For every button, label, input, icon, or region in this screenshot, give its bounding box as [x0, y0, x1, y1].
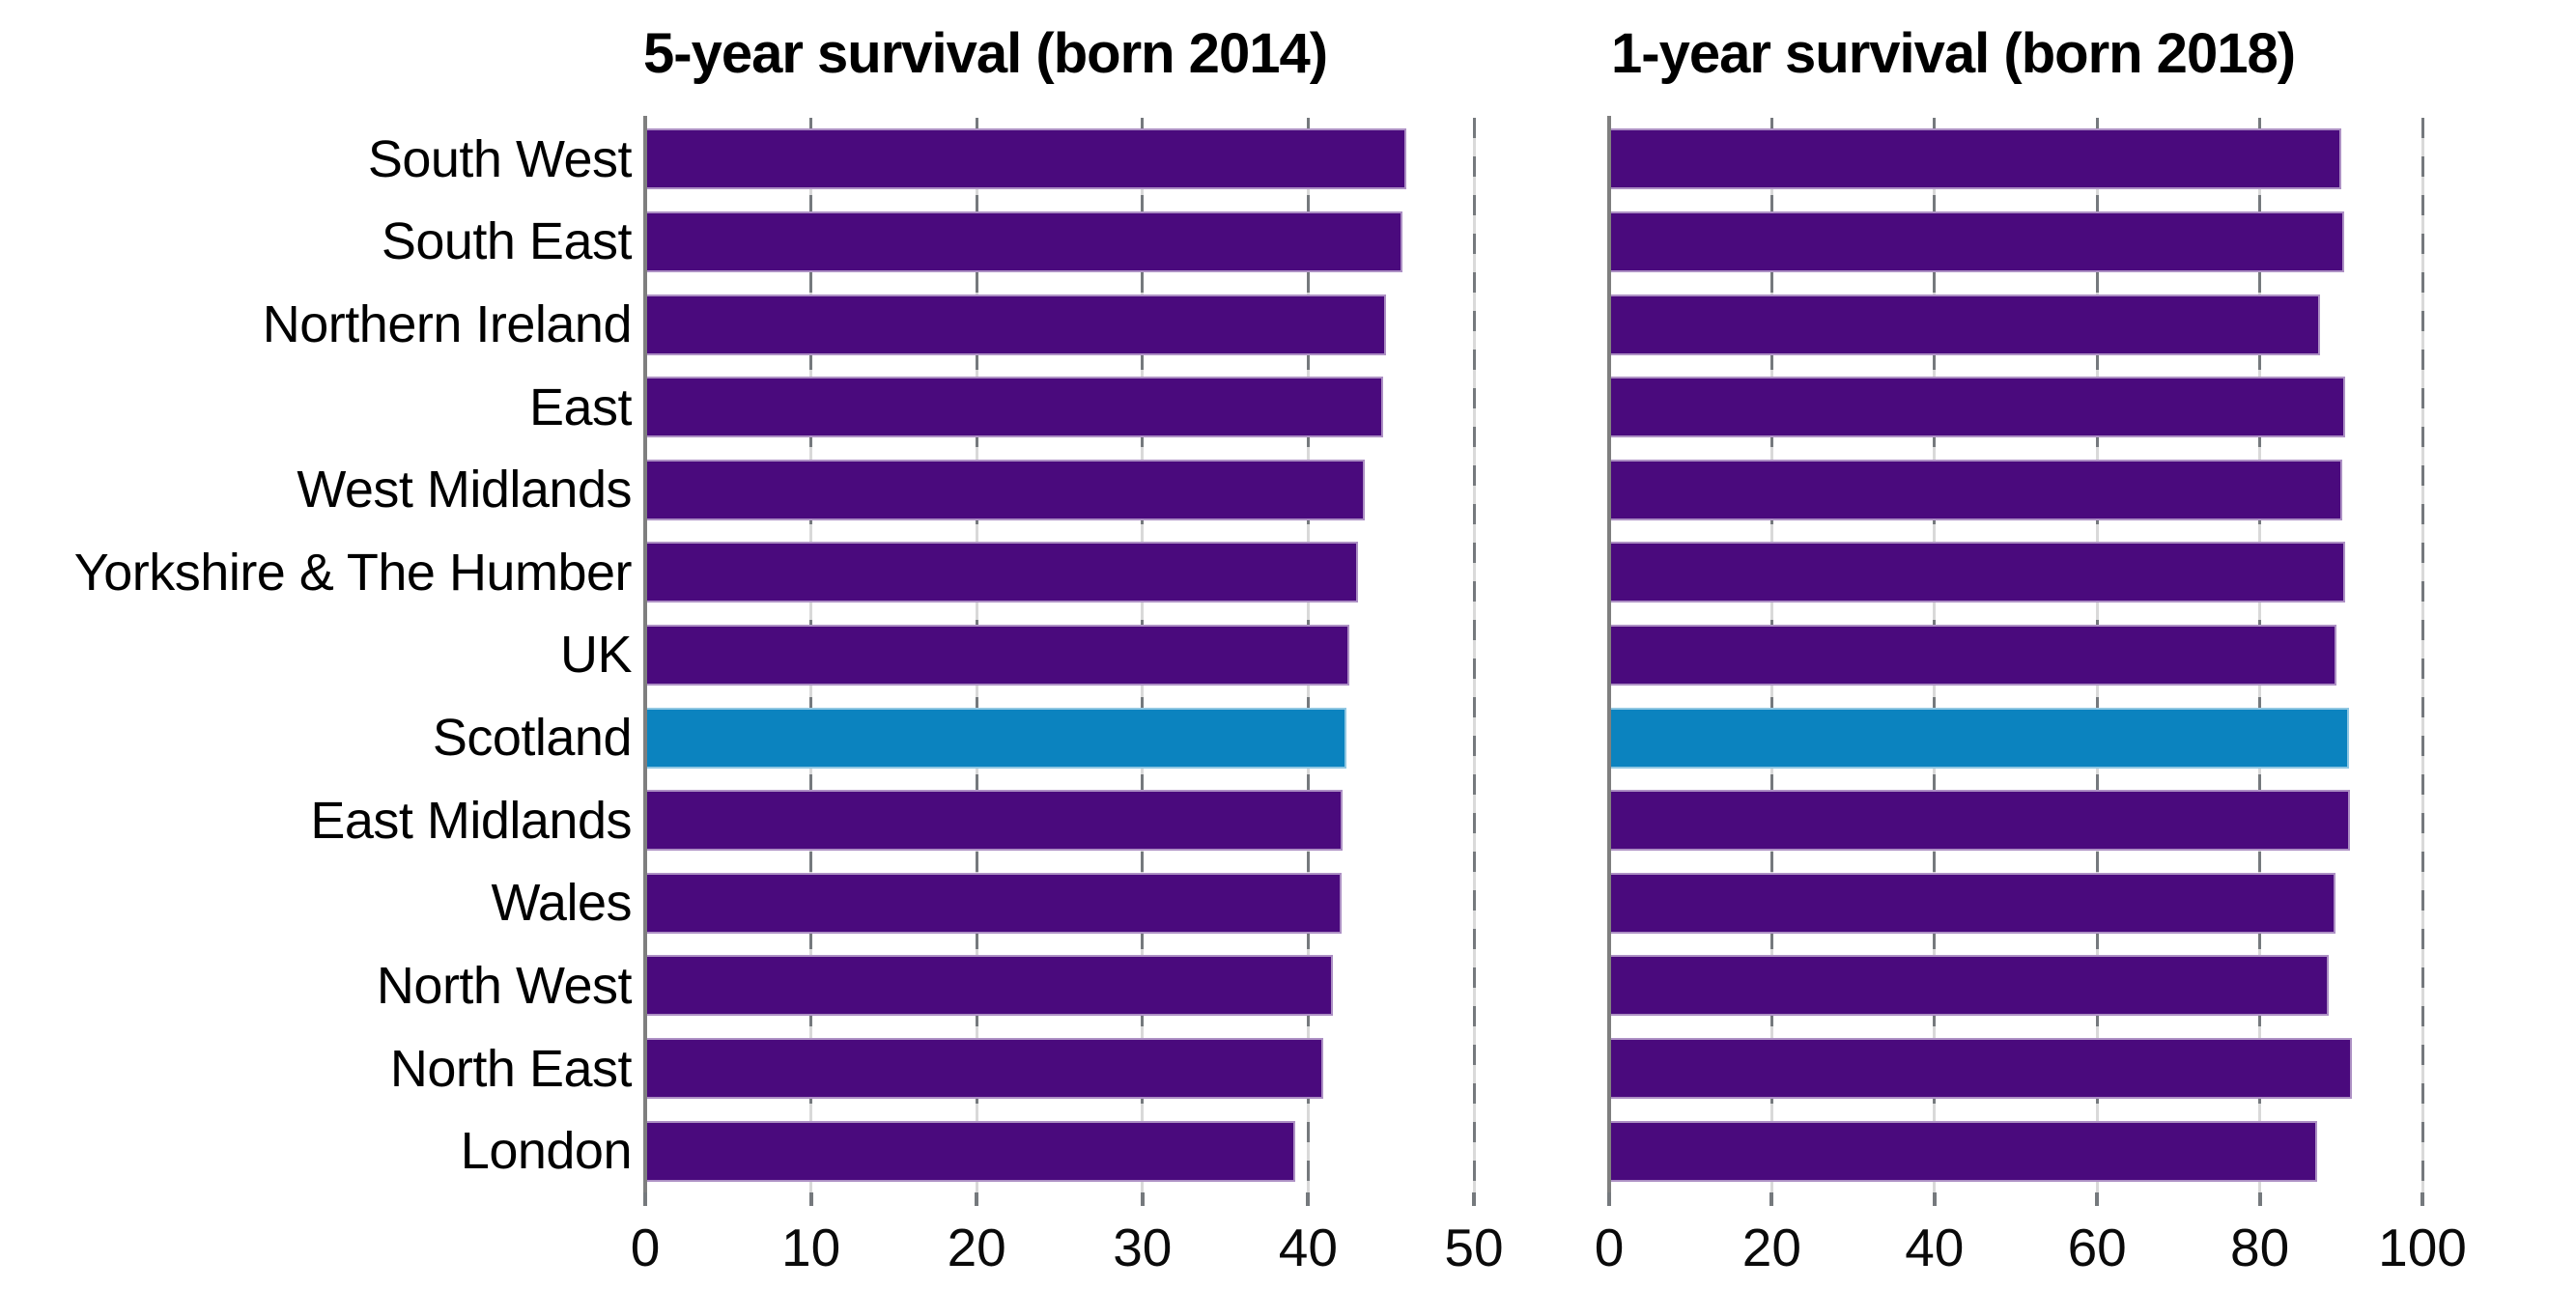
category-label-uk: UK: [559, 626, 633, 685]
axis-tick-10: [808, 1192, 813, 1206]
y-axis-line: [643, 116, 647, 1206]
tick-label-0: 0: [1594, 1218, 1625, 1277]
axis-tick-60: [2095, 1192, 2100, 1206]
axis-tick-30: [1140, 1192, 1145, 1206]
category-label-south-east: South East: [381, 212, 633, 271]
bar-north-east: [645, 1038, 1323, 1100]
chart-title-left: 5-year survival (born 2014): [643, 22, 1328, 85]
bar-west-midlands: [1609, 459, 2343, 520]
category-label-north-east: North East: [389, 1039, 633, 1098]
axis-tick-80: [2257, 1192, 2262, 1206]
bar-wales: [1609, 872, 2335, 934]
bar-wales: [645, 872, 1342, 934]
y-axis-line: [1607, 116, 1611, 1206]
bar-scotland: [645, 707, 1346, 769]
category-label-east: East: [528, 378, 633, 436]
bar-northern-ireland: [1609, 294, 2320, 355]
bar-east-midlands: [645, 790, 1344, 852]
bar-north-east: [1609, 1038, 2352, 1100]
tick-label-0: 0: [630, 1218, 661, 1277]
gridline-50: [1472, 118, 1476, 1192]
tick-label-40: 40: [1905, 1218, 1965, 1277]
bar-south-east: [645, 210, 1403, 272]
bar-yorkshire-the-humber: [645, 542, 1358, 603]
category-label-wales: Wales: [491, 874, 632, 933]
bar-east: [645, 377, 1383, 438]
bar-east-midlands: [1609, 790, 2351, 852]
axis-tick-50: [1472, 1192, 1476, 1206]
category-label-east-midlands: East Midlands: [310, 791, 632, 850]
tick-label-30: 30: [1113, 1218, 1173, 1277]
axis-tick-40: [1932, 1192, 1937, 1206]
bar-london: [645, 1120, 1295, 1182]
bar-scotland: [1609, 707, 2350, 769]
tick-label-40: 40: [1278, 1218, 1338, 1277]
gridline-100: [2420, 118, 2424, 1192]
category-label-south-west: South West: [367, 129, 633, 188]
tick-label-20: 20: [947, 1218, 1006, 1277]
bar-south-west: [645, 128, 1406, 190]
bar-northern-ireland: [645, 294, 1387, 355]
category-label-london: London: [460, 1122, 633, 1181]
axis-tick-0: [1607, 1192, 1611, 1206]
bar-west-midlands: [645, 459, 1365, 520]
category-label-west-midlands: West Midlands: [297, 461, 632, 519]
tick-label-50: 50: [1444, 1218, 1504, 1277]
axis-tick-40: [1306, 1192, 1311, 1206]
category-label-yorkshire-the-humber: Yorkshire & The Humber: [73, 543, 633, 602]
bar-london: [1609, 1120, 2318, 1182]
tick-label-100: 100: [2378, 1218, 2467, 1277]
bar-yorkshire-the-humber: [1609, 542, 2345, 603]
category-label-scotland: Scotland: [432, 709, 633, 768]
axis-tick-20: [975, 1192, 979, 1206]
tick-label-80: 80: [2230, 1218, 2290, 1277]
tick-label-60: 60: [2067, 1218, 2127, 1277]
bar-north-west: [1609, 955, 2330, 1017]
bar-north-west: [645, 955, 1334, 1017]
chart-title-right: 1-year survival (born 2018): [1611, 22, 2296, 85]
bar-east: [1609, 377, 2345, 438]
category-label-northern-ireland: Northern Ireland: [262, 295, 633, 354]
bar-uk: [1609, 625, 2336, 686]
bar-south-west: [1609, 128, 2341, 190]
bar-uk: [645, 625, 1350, 686]
axis-tick-100: [2420, 1192, 2424, 1206]
category-label-north-west: North West: [376, 956, 633, 1015]
tick-label-10: 10: [781, 1218, 841, 1277]
bar-south-east: [1609, 210, 2345, 272]
tick-label-20: 20: [1741, 1218, 1801, 1277]
axis-tick-20: [1769, 1192, 1774, 1206]
axis-tick-0: [643, 1192, 647, 1206]
